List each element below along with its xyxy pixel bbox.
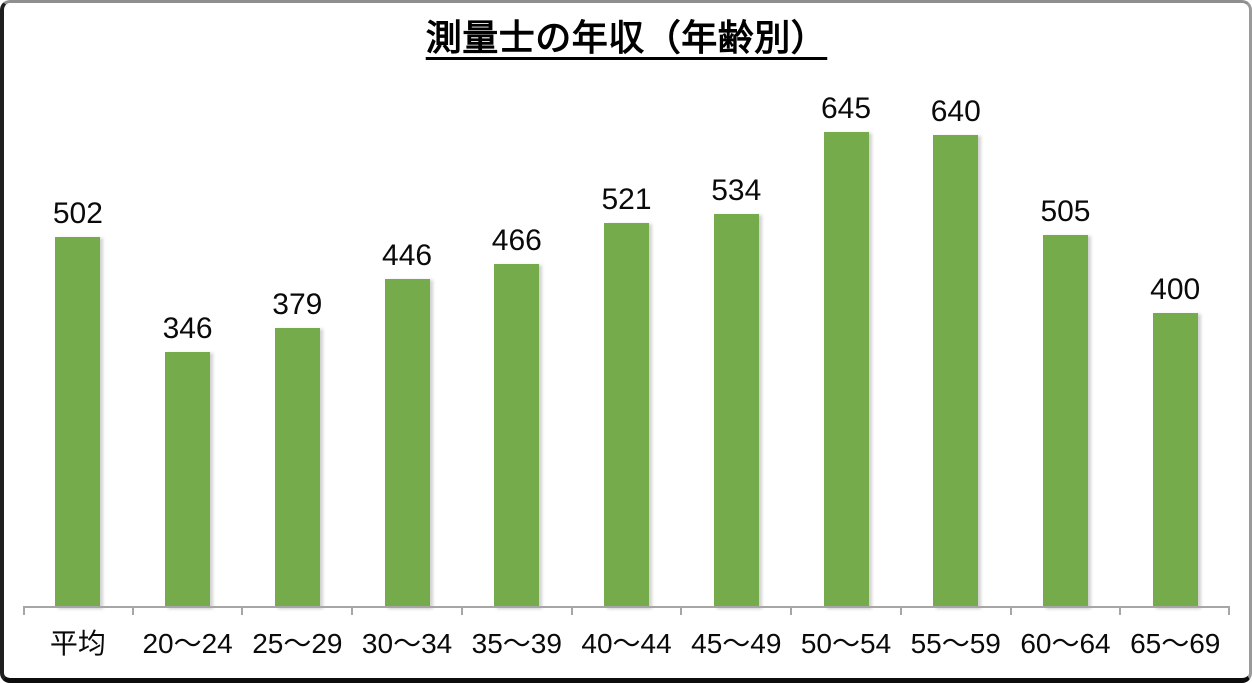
bar-value-label: 466 — [491, 223, 542, 257]
x-axis-label: 20〜24 — [142, 628, 233, 659]
x-axis-label: 45〜49 — [691, 628, 782, 659]
x-axis-label: 60〜64 — [1020, 628, 1111, 659]
bar — [494, 263, 540, 608]
bar-column: 521 — [572, 91, 682, 608]
bar-value-label: 505 — [1040, 195, 1091, 229]
bar — [1152, 312, 1198, 608]
x-axis-label: 50〜54 — [800, 628, 892, 659]
axis-tick — [23, 608, 25, 615]
x-axis-label: 40〜44 — [581, 628, 672, 659]
x-axis-label: 35〜39 — [471, 628, 562, 659]
bars-container: 502 346 379 446 466 521 534 645 640 505 400 — [23, 91, 1230, 608]
plot-area: 502 346 379 446 466 521 534 645 640 505 400 — [23, 91, 1230, 615]
bar-value-label: 645 — [820, 91, 872, 125]
bar — [1042, 235, 1088, 608]
bar-column: 379 — [242, 91, 352, 608]
bar — [55, 237, 101, 608]
chart-title: 測量士の年収（年齢別） — [425, 17, 828, 58]
axis-tick — [1228, 608, 1230, 615]
axis-tick — [680, 608, 683, 615]
x-axis-label: 25〜29 — [252, 628, 343, 659]
bar — [933, 135, 979, 608]
bar-column: 446 — [352, 91, 462, 608]
bar-column: 502 — [23, 91, 133, 608]
bar-value-label: 534 — [711, 173, 762, 207]
x-axis-label: 65〜69 — [1130, 628, 1221, 659]
bar-column: 466 — [462, 91, 572, 608]
bar-column: 645 — [791, 91, 901, 608]
x-axis-line — [23, 606, 1230, 608]
bar-value-label: 502 — [52, 197, 103, 231]
bar-value-label: 446 — [382, 238, 433, 272]
bar-column: 346 — [133, 91, 243, 608]
bar-column: 534 — [681, 91, 791, 608]
bar-value-label: 379 — [272, 288, 323, 322]
bar — [823, 131, 869, 608]
axis-tick — [1119, 608, 1122, 615]
axis-tick — [241, 608, 244, 615]
x-axis-label: 平均 — [49, 628, 106, 659]
bar-column: 640 — [901, 91, 1011, 608]
x-axis-label: 55〜59 — [910, 628, 1001, 659]
bar-value-label: 346 — [162, 312, 213, 346]
bar — [713, 213, 759, 608]
axis-tick — [460, 608, 463, 615]
bar — [165, 352, 211, 608]
axis-tick — [899, 608, 902, 615]
axis-tick — [1009, 608, 1012, 615]
x-axis-label: 30〜34 — [361, 628, 453, 659]
x-axis-labels: 平均 20〜24 25〜29 30〜34 35〜39 40〜44 45〜49 50〜54 55〜… — [23, 627, 1230, 661]
bar-column: 400 — [1120, 91, 1230, 608]
bar-column: 505 — [1011, 91, 1121, 608]
x-axis-ticks — [23, 608, 1230, 616]
bar — [274, 328, 320, 608]
axis-tick — [131, 608, 134, 615]
axis-tick — [351, 608, 354, 615]
bar — [384, 278, 430, 608]
bar-value-label: 640 — [930, 95, 981, 129]
axis-tick — [570, 608, 573, 615]
bar-value-label: 521 — [601, 183, 652, 217]
bar — [604, 223, 650, 608]
axis-tick — [790, 608, 793, 615]
bar-value-label: 400 — [1150, 272, 1201, 306]
